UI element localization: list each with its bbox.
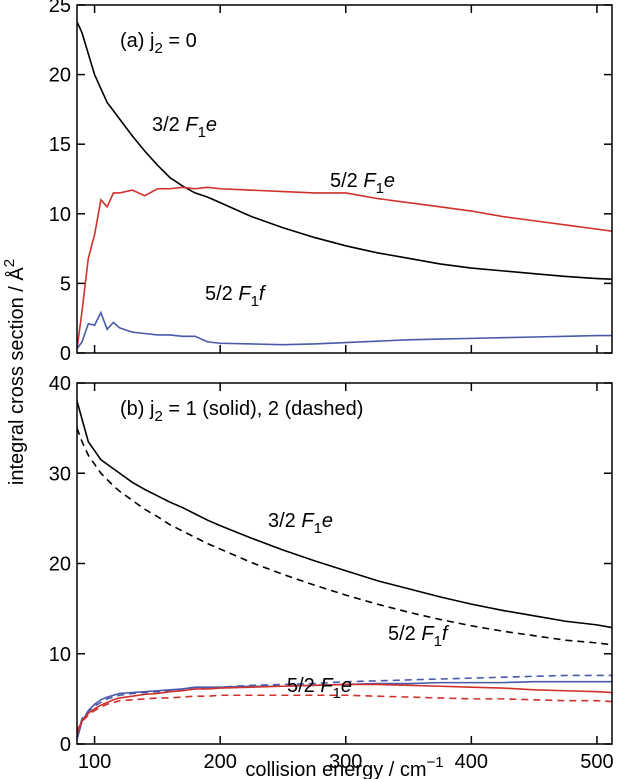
series-line (77, 694, 612, 731)
x-tick-label: 300 (329, 751, 362, 773)
axis-frame (76, 382, 613, 745)
text-part: 3/2 (152, 114, 185, 136)
y-tick-label: 15 (49, 134, 71, 156)
panel-title: (b) j2 = 1 (solid), 2 (dashed) (120, 398, 363, 425)
text-part: (a) j (120, 30, 154, 52)
text-part: −1 (427, 754, 444, 771)
text-part: 2 (1, 259, 18, 267)
y-tick-label: 40 (49, 373, 71, 395)
text-part: 2 (154, 40, 162, 57)
y-tick-label: 30 (49, 463, 71, 485)
text-part: 5/2 (388, 623, 421, 645)
y-tick-label: 10 (49, 204, 71, 226)
x-tick-label: 400 (455, 751, 488, 773)
y-tick-label: 20 (49, 554, 71, 576)
text-part: 1 (434, 633, 442, 650)
series-line (77, 683, 612, 736)
x-tick-label: 200 (203, 751, 236, 773)
text-part: 5/2 (205, 283, 238, 305)
text-part: F (363, 170, 377, 192)
y-tick-label: 20 (49, 65, 71, 87)
text-part: (b) j (120, 398, 154, 420)
curve-label: 5/2 F1f (388, 623, 450, 650)
series-line (77, 427, 612, 646)
text-part: f (442, 623, 450, 645)
text-part: 1 (376, 180, 384, 197)
text-part: 3/2 (268, 510, 301, 532)
y-tick-label: 0 (60, 734, 71, 756)
text-part: 2 (154, 408, 162, 425)
curve-label: 3/2 F1e (152, 114, 217, 141)
text-part: = 1 (solid), 2 (dashed) (163, 398, 364, 420)
curve-label: 5/2 F1e (287, 675, 352, 702)
text-part: 1 (251, 293, 259, 310)
text-part: F (421, 623, 435, 645)
x-tick-label: 100 (78, 751, 111, 773)
x-tick-label: 500 (580, 751, 613, 773)
series-line (77, 186, 612, 349)
text-part: integral cross section / Å (5, 267, 28, 486)
text-part: F (320, 675, 334, 697)
series-line (77, 21, 612, 281)
curve-label: 5/2 F1f (205, 283, 267, 310)
y-tick-label: 25 (49, 0, 71, 17)
text-part: 1 (314, 520, 322, 537)
series-line (77, 680, 612, 740)
text-part: 5/2 (287, 675, 320, 697)
series-line (77, 400, 612, 629)
text-part: e (322, 510, 333, 532)
x-axis-label: collision energy / cm−1 (245, 754, 443, 779)
y-tick-label: 10 (49, 644, 71, 666)
text-part: F (301, 510, 315, 532)
y-tick-label: 5 (60, 273, 71, 295)
text-part: 1 (333, 685, 341, 702)
text-part: f (259, 283, 267, 305)
text-part: 5/2 (330, 170, 363, 192)
text-part: F (185, 114, 199, 136)
curve-label: 3/2 F1e (268, 510, 333, 537)
text-part: e (206, 114, 217, 136)
text-part: e (384, 170, 395, 192)
text-part: 1 (198, 124, 206, 141)
series-line (77, 310, 612, 350)
series-line (77, 674, 612, 736)
curve-label: 5/2 F1e (330, 170, 395, 197)
y-tick-label: 0 (60, 343, 71, 365)
panel-title: (a) j2 = 0 (120, 30, 197, 57)
text-part: = 0 (163, 30, 197, 52)
text-part: F (238, 283, 252, 305)
axis-frame (76, 4, 613, 354)
text-part: e (341, 675, 352, 697)
y-axis-label: integral cross section / Å2 (1, 259, 28, 485)
text-part: collision energy / cm (245, 759, 426, 779)
